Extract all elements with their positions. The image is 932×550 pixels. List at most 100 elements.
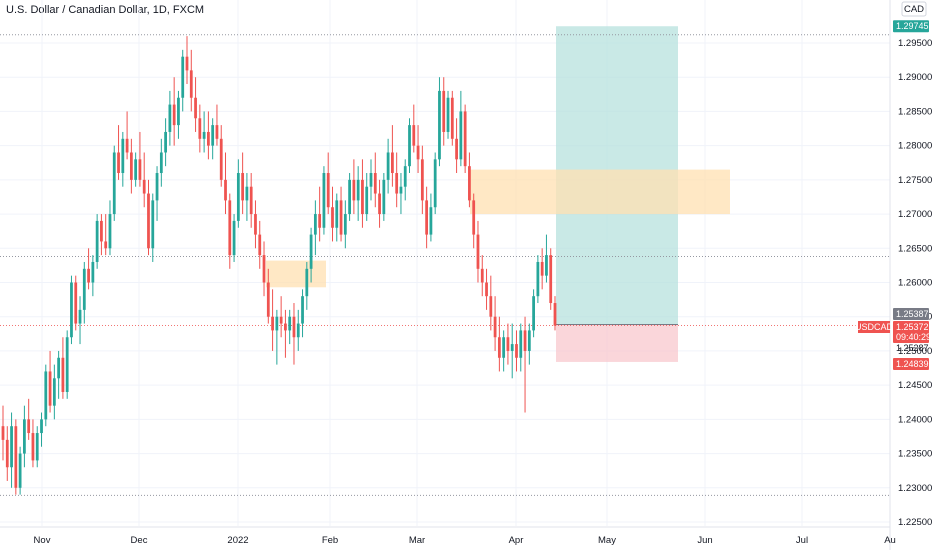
candle bbox=[31, 419, 35, 468]
price-axis[interactable]: 1.29500 1.29000 1.28500 1.28000 1.27500 1.270… bbox=[889, 0, 932, 550]
candle bbox=[151, 193, 155, 262]
candle-body bbox=[219, 138, 223, 180]
candle-body bbox=[519, 330, 523, 358]
candle bbox=[258, 220, 262, 269]
candle-body bbox=[91, 261, 95, 283]
candle-body bbox=[288, 316, 292, 331]
candle bbox=[403, 159, 407, 201]
candle-body bbox=[23, 419, 26, 454]
candle bbox=[416, 125, 420, 174]
candle-body bbox=[318, 214, 322, 228]
candle-body bbox=[506, 337, 510, 351]
candle-body bbox=[527, 330, 531, 351]
candle-body bbox=[515, 344, 518, 358]
y-tick-label: 1.26000 bbox=[898, 278, 932, 289]
candle bbox=[65, 330, 69, 399]
candle-body bbox=[305, 268, 309, 297]
candle bbox=[232, 214, 236, 262]
candle-body bbox=[198, 118, 202, 139]
candle bbox=[189, 49, 193, 112]
candle-body bbox=[343, 214, 347, 235]
candle-body bbox=[57, 357, 61, 379]
candle bbox=[249, 173, 253, 228]
candle bbox=[373, 152, 377, 208]
x-tick-label: 2022 bbox=[227, 535, 248, 546]
candle bbox=[326, 152, 330, 215]
time-axis[interactable]: Nov Dec 2022 Feb Mar Apr May Jun Jul Au bbox=[0, 526, 896, 546]
candle bbox=[335, 193, 339, 242]
candle bbox=[519, 323, 523, 372]
candle-body bbox=[279, 316, 283, 324]
candle bbox=[553, 296, 557, 331]
candle-body bbox=[352, 179, 356, 201]
candle bbox=[117, 125, 120, 180]
candle bbox=[228, 193, 232, 269]
candle-body bbox=[236, 173, 240, 221]
price-tag-target bbox=[893, 20, 929, 33]
y-tick-label: 1.23500 bbox=[898, 449, 932, 460]
candle-body bbox=[412, 125, 416, 146]
x-tick-label: Au bbox=[884, 535, 896, 546]
y-tick-label: 1.28500 bbox=[898, 106, 932, 117]
candle-body bbox=[378, 193, 381, 215]
candle bbox=[429, 193, 433, 242]
candle bbox=[532, 289, 535, 338]
y-tick-label: 1.29500 bbox=[898, 38, 932, 49]
price-tag-symbol bbox=[893, 321, 929, 333]
candle-body bbox=[382, 179, 386, 215]
x-tick-label: Dec bbox=[131, 535, 148, 546]
candle-body bbox=[480, 268, 484, 283]
candle bbox=[181, 49, 185, 112]
candle-body bbox=[502, 337, 506, 358]
candle bbox=[74, 275, 78, 331]
candle-body bbox=[74, 282, 78, 324]
candle bbox=[40, 412, 43, 447]
candle bbox=[271, 289, 274, 351]
candle bbox=[365, 173, 369, 221]
currency-badge[interactable]: CAD bbox=[901, 1, 927, 17]
y-tick-label: 1.23000 bbox=[898, 483, 932, 494]
candle-body bbox=[245, 186, 249, 201]
candle-body bbox=[35, 433, 39, 461]
candle-body bbox=[309, 234, 313, 269]
candle-body bbox=[450, 97, 454, 139]
candle bbox=[536, 255, 540, 304]
y-tick-label: 1.27500 bbox=[898, 175, 932, 186]
x-tick-label: May bbox=[598, 535, 616, 546]
horizontal-levels bbox=[0, 34, 890, 496]
candle-body bbox=[472, 200, 476, 235]
candle-body bbox=[429, 207, 433, 235]
candle bbox=[95, 214, 99, 269]
candle-body bbox=[185, 56, 189, 71]
candle bbox=[352, 159, 356, 215]
price-tag-label: 1.25372 bbox=[896, 322, 929, 332]
candle-body bbox=[271, 316, 274, 331]
candle bbox=[164, 118, 167, 167]
candle-body bbox=[241, 173, 245, 201]
candle bbox=[279, 296, 283, 338]
candle bbox=[408, 118, 411, 174]
candle-body bbox=[476, 234, 480, 269]
stop-zone bbox=[556, 324, 678, 362]
candle bbox=[284, 309, 287, 358]
candle-body bbox=[549, 255, 553, 304]
candle bbox=[309, 227, 313, 283]
candle-body bbox=[433, 159, 437, 208]
candle bbox=[18, 446, 22, 495]
candle bbox=[412, 104, 416, 153]
candle-body bbox=[369, 173, 373, 187]
candle bbox=[172, 77, 176, 146]
candle-body bbox=[207, 131, 210, 146]
candle-body bbox=[262, 255, 266, 283]
candle-body bbox=[493, 316, 497, 338]
candle bbox=[14, 419, 18, 495]
candle-body bbox=[147, 193, 150, 249]
candle-body bbox=[485, 282, 488, 297]
candle-body bbox=[455, 138, 458, 160]
candle-body bbox=[52, 378, 56, 406]
candle bbox=[262, 241, 266, 297]
zones bbox=[266, 26, 730, 362]
candle-body bbox=[18, 453, 22, 488]
